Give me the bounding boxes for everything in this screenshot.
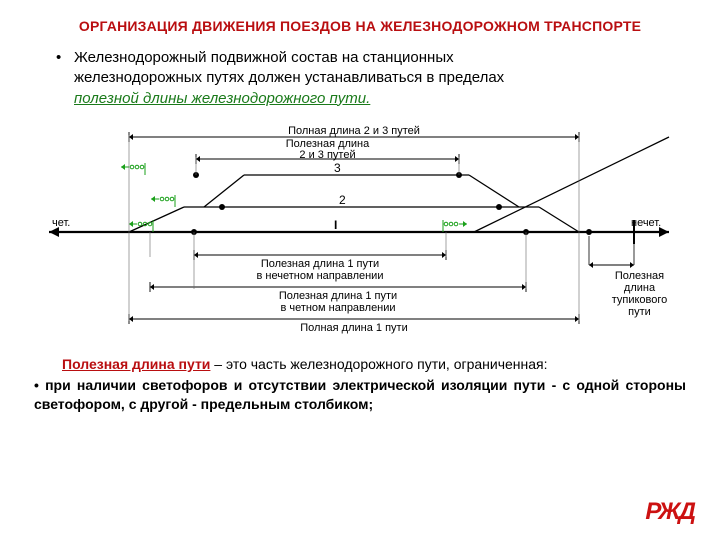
footer-p1-rest: – это часть железнодорожного пути, огран… xyxy=(210,356,547,372)
svg-text:в четном направлении: в четном направлении xyxy=(280,302,395,314)
svg-text:пути: пути xyxy=(628,306,651,318)
svg-text:2: 2 xyxy=(339,193,346,207)
svg-text:чет.: чет. xyxy=(52,217,70,229)
intro-line3: полезной длины железнодорожного пути. xyxy=(74,90,370,107)
svg-text:Полная длина 1 пути: Полная длина 1 пути xyxy=(300,322,407,334)
svg-text:3: 3 xyxy=(334,161,341,175)
svg-text:I: I xyxy=(334,218,337,232)
intro-paragraph: •Железнодорожный подвижной состав на ста… xyxy=(74,48,686,109)
footer-text: Полезная длина пути – это часть железнод… xyxy=(34,355,686,414)
footer-p2: • при наличии светофоров и отсутствии эл… xyxy=(34,376,686,414)
svg-text:Полезная длина 1 пути: Полезная длина 1 пути xyxy=(261,258,379,270)
intro-line1: Железнодорожный подвижной состав на стан… xyxy=(74,49,454,66)
intro-line2: железнодорожных путях должен устанавлива… xyxy=(74,69,504,86)
rzd-logo: РЖД xyxy=(645,498,694,526)
svg-text:длина: длина xyxy=(624,282,656,294)
svg-text:тупикового: тупикового xyxy=(612,294,668,306)
svg-text:нечет.: нечет. xyxy=(631,217,661,229)
svg-text:Полезная: Полезная xyxy=(615,270,664,282)
svg-text:Полная длина 2 и 3 путей: Полная длина 2 и 3 путей xyxy=(288,125,420,137)
svg-text:Полезная длина 1 пути: Полезная длина 1 пути xyxy=(279,290,397,302)
term-useful-length: Полезная длина пути xyxy=(62,356,210,372)
track-diagram: чет. нечет. 3 2I Полная длина 2 и 3 путей Пол… xyxy=(34,117,682,342)
slide-title: ОРГАНИЗАЦИЯ ДВИЖЕНИЯ ПОЕЗДОВ НА ЖЕЛЕЗНОД… xyxy=(34,18,686,34)
svg-text:2 и 3 путей: 2 и 3 путей xyxy=(299,149,355,161)
svg-text:в нечетном направлении: в нечетном направлении xyxy=(257,270,384,282)
